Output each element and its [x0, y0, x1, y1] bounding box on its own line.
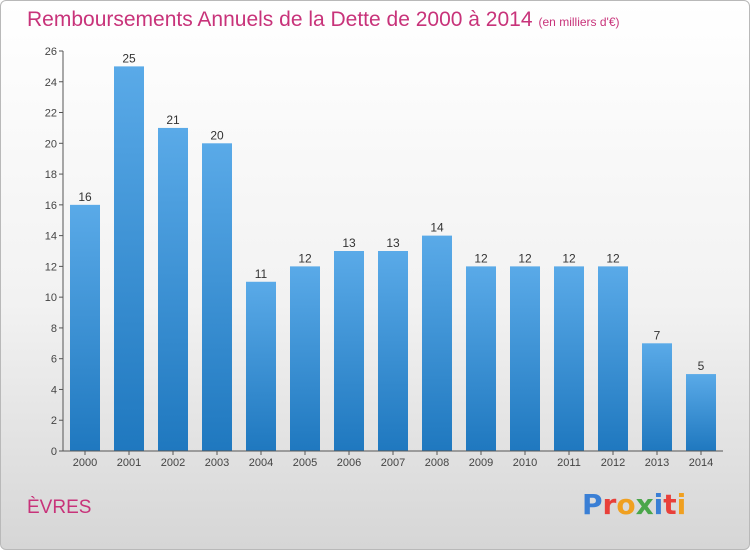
y-tick-label: 0 [51, 446, 57, 458]
y-tick-label: 22 [45, 108, 57, 120]
x-tick-label-2000: 2000 [73, 457, 97, 469]
bar-2014 [686, 374, 716, 451]
y-tick-label: 12 [45, 261, 57, 273]
bar-2011 [554, 266, 584, 451]
bars [70, 66, 716, 452]
x-tick-label-2006: 2006 [337, 457, 361, 469]
bar-2005 [290, 266, 320, 451]
logo-letter: i [676, 488, 687, 521]
x-tick-label-2005: 2005 [293, 457, 317, 469]
bar-2004 [246, 281, 276, 451]
bar-2000 [70, 204, 100, 451]
logo-letter: t [663, 488, 677, 521]
title-unit: (en milliers d'€) [538, 15, 620, 29]
y-tick-label: 18 [45, 169, 57, 181]
x-tick-label-2011: 2011 [557, 457, 581, 469]
y-tick-label: 14 [45, 231, 57, 243]
bar-2001 [114, 66, 144, 451]
chart-title: Remboursements Annuels de la Dette de 20… [27, 8, 620, 32]
x-tick-label-2004: 2004 [249, 457, 273, 469]
data-label-2009: 12 [474, 251, 488, 265]
logo-letter: i [653, 488, 664, 521]
y-tick-label: 20 [45, 138, 57, 150]
x-tick-label-2009: 2009 [469, 457, 493, 469]
y-tick-label: 16 [45, 200, 57, 212]
data-label-2005: 12 [298, 251, 312, 265]
data-label-2002: 21 [166, 113, 180, 127]
y-tick-label: 8 [51, 323, 57, 335]
x-tick-label-2010: 2010 [513, 457, 537, 469]
data-label-2010: 12 [518, 251, 532, 265]
logo-letter: P [582, 488, 603, 521]
y-tick-label: 4 [51, 384, 57, 396]
y-tick-label: 10 [45, 292, 57, 304]
data-label-2008: 14 [430, 221, 444, 235]
bar-2009 [466, 266, 496, 451]
x-tick-label-2008: 2008 [425, 457, 449, 469]
bar-2013 [642, 343, 672, 451]
x-tick-label-2012: 2012 [601, 457, 625, 469]
bar-2012 [598, 266, 628, 451]
proxiti-logo[interactable]: Proxiti [582, 488, 686, 521]
x-tick-label-2002: 2002 [161, 457, 185, 469]
y-tick-label: 26 [45, 46, 57, 58]
x-tick-label-2007: 2007 [381, 457, 405, 469]
data-labels: 16 25 21 20 11 12 13 13 14 12 12 12 12 7 5 [78, 51, 704, 373]
data-label-2012: 12 [606, 251, 620, 265]
data-label-2004: 11 [255, 267, 268, 281]
data-label-2014: 5 [698, 359, 705, 373]
bar-2003 [202, 143, 232, 452]
x-tick-label-2001: 2001 [117, 457, 141, 469]
y-tick-label: 6 [51, 354, 57, 366]
bar-2006 [334, 251, 364, 451]
data-label-2000: 16 [78, 190, 92, 204]
data-label-2001: 25 [122, 51, 136, 65]
bar-2007 [378, 251, 408, 451]
data-label-2013: 7 [654, 328, 661, 342]
x-axis: 2000 2001 2002 2003 2004 2005 2006 2007 2008 2009… [63, 450, 723, 469]
city-name: ÈVRES [27, 497, 92, 518]
data-label-2007: 13 [386, 236, 400, 250]
data-label-2011: 12 [562, 251, 576, 265]
title-text: Remboursements Annuels de la Dette de 20… [27, 8, 533, 31]
x-tick-label-2014: 2014 [689, 457, 713, 469]
data-label-2006: 13 [342, 236, 356, 250]
bar-2002 [158, 127, 188, 451]
bar-2008 [422, 235, 452, 451]
logo-letter: r [602, 488, 617, 521]
x-tick-label-2013: 2013 [645, 457, 669, 469]
y-tick-label: 2 [51, 415, 57, 427]
logo-letter: x [635, 488, 654, 521]
logo-letter: o [616, 488, 636, 521]
data-label-2003: 20 [210, 128, 224, 142]
x-tick-label-2003: 2003 [205, 457, 229, 469]
bar-2010 [510, 266, 540, 451]
y-tick-label: 24 [45, 77, 57, 89]
